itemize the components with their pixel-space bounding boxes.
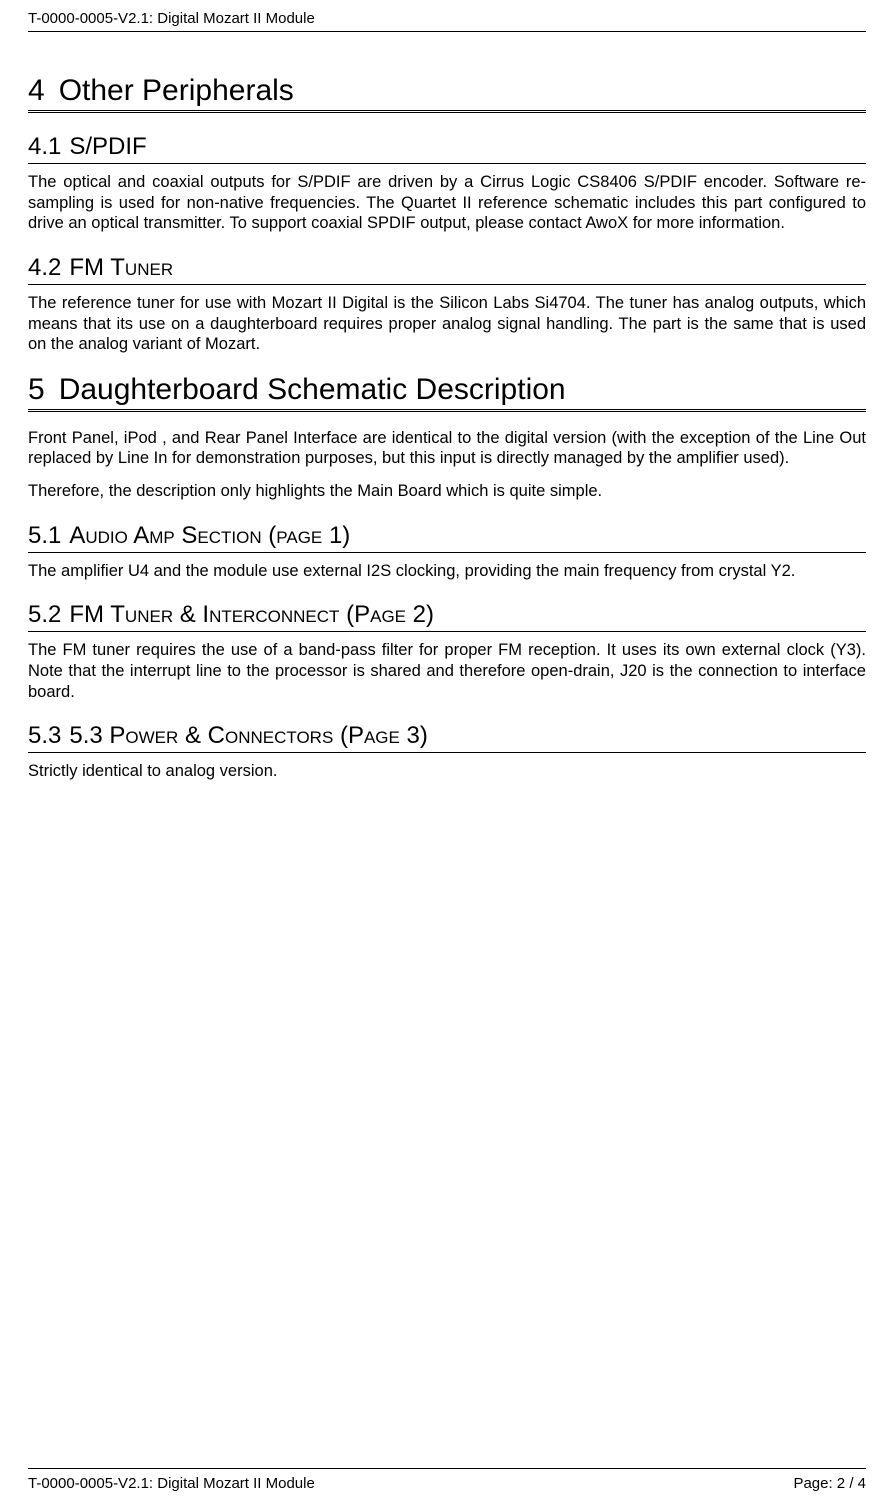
heading-section-4-2: 4.2 FM Tuner bbox=[28, 254, 866, 285]
heading-section-5-3: 5.3 5.3 Power & Connectors (Page 3) bbox=[28, 722, 866, 753]
heading-title: 5.3 Power & Connectors (Page 3) bbox=[69, 722, 427, 749]
paragraph: The amplifier U4 and the module use exte… bbox=[28, 561, 866, 582]
footer-page-number: Page: 2 / 4 bbox=[793, 1475, 866, 1492]
paragraph: The FM tuner requires the use of a band-… bbox=[28, 640, 866, 702]
heading-section-5-1: 5.1 Audio Amp Section (page 1) bbox=[28, 522, 866, 553]
heading-number: 5.3 bbox=[28, 722, 61, 749]
paragraph: Strictly identical to analog version. bbox=[28, 761, 866, 782]
heading-title: Audio Amp Section (page 1) bbox=[69, 522, 350, 549]
heading-section-5-2: 5.2 FM Tuner & Interconnect (Page 2) bbox=[28, 601, 866, 632]
heading-number: 4.2 bbox=[28, 254, 61, 281]
heading-number: 5.1 bbox=[28, 522, 61, 549]
heading-section-4: 4 Other Peripherals bbox=[28, 74, 866, 113]
paragraph: Front Panel, iPod , and Rear Panel Inter… bbox=[28, 428, 866, 469]
paragraph: Therefore, the description only highligh… bbox=[28, 481, 866, 502]
footer-doc-id: T-0000-0005-V2.1: Digital Mozart II Modu… bbox=[28, 1475, 315, 1492]
heading-title: S/PDIF bbox=[69, 133, 146, 160]
paragraph: The optical and coaxial outputs for S/PD… bbox=[28, 172, 866, 234]
heading-section-4-1: 4.1 S/PDIF bbox=[28, 133, 866, 164]
header-doc-id: T-0000-0005-V2.1: Digital Mozart II Modu… bbox=[28, 10, 315, 27]
heading-title: Other Peripherals bbox=[59, 74, 294, 107]
heading-number: 5.2 bbox=[28, 601, 61, 628]
heading-number: 5 bbox=[28, 373, 45, 406]
heading-number: 4.1 bbox=[28, 133, 61, 160]
page-content: 4 Other Peripherals 4.1 S/PDIF The optical… bbox=[28, 32, 866, 782]
paragraph: The reference tuner for use with Mozart … bbox=[28, 293, 866, 355]
heading-title: Daughterboard Schematic Description bbox=[59, 373, 566, 406]
heading-number: 4 bbox=[28, 74, 45, 107]
heading-title: FM Tuner bbox=[69, 254, 173, 281]
heading-section-5: 5 Daughterboard Schematic Description bbox=[28, 373, 866, 412]
page-header: T-0000-0005-V2.1: Digital Mozart II Modu… bbox=[28, 0, 866, 32]
heading-title: FM Tuner & Interconnect (Page 2) bbox=[69, 601, 434, 628]
page-footer: T-0000-0005-V2.1: Digital Mozart II Modu… bbox=[28, 1468, 866, 1492]
